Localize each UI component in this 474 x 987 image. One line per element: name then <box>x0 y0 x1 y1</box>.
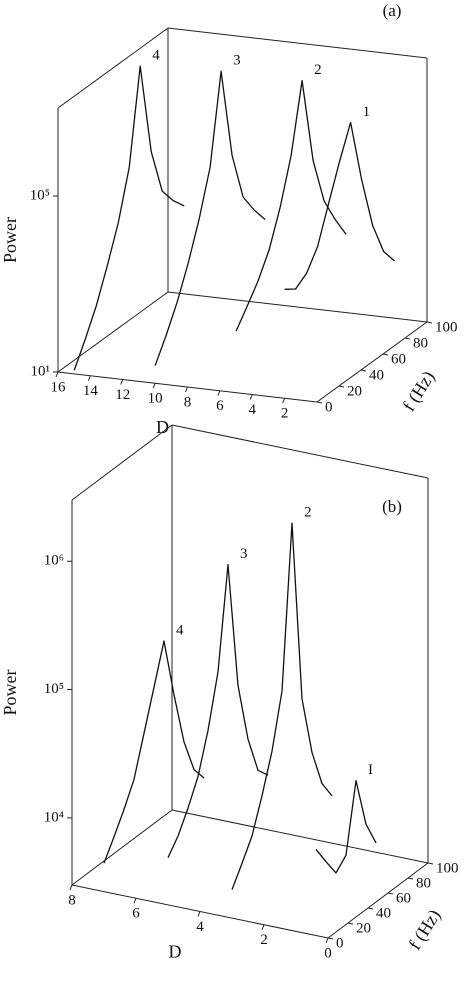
y-tick <box>426 321 433 324</box>
x-tick <box>133 898 137 904</box>
x-tick <box>87 375 91 381</box>
y-tick-label: 20 <box>356 920 371 936</box>
y-tick <box>360 369 367 372</box>
x-tick-label: 4 <box>196 919 204 935</box>
curve-label: 2 <box>304 505 312 521</box>
axis-line <box>171 424 429 479</box>
axis-line <box>71 424 173 501</box>
spectrum-curve <box>235 79 347 332</box>
axis-line <box>327 862 429 939</box>
x-tick <box>120 379 124 385</box>
curve-label: 4 <box>152 48 160 64</box>
x-tick <box>185 386 188 393</box>
spectrum-curve <box>284 121 396 290</box>
curve-label: 4 <box>176 622 184 638</box>
axis-line <box>167 291 428 323</box>
panel-label: (b) <box>382 497 402 516</box>
y-tick <box>387 892 394 895</box>
x-tick-label: 0 <box>324 945 332 961</box>
axis-line <box>316 321 428 403</box>
curve-label: I <box>368 762 373 778</box>
x-tick <box>261 924 265 930</box>
y-axis-title: f (Hz) <box>404 906 445 954</box>
panel-label: (a) <box>383 1 402 20</box>
axis-line <box>167 27 428 59</box>
x-tick-label: 6 <box>132 906 140 922</box>
x-tick-label: 16 <box>51 379 67 395</box>
y-tick <box>338 385 345 388</box>
y-tick-label: 60 <box>391 351 406 367</box>
x-tick <box>69 884 73 891</box>
x-tick <box>152 383 156 389</box>
y-tick-label: 100 <box>436 860 459 876</box>
z-tick-label: 10¹ <box>31 363 51 379</box>
x-tick <box>197 911 201 917</box>
axis-line <box>57 27 169 109</box>
spectrum-curve <box>103 640 205 864</box>
spectrum-curve <box>315 779 377 874</box>
z-tick-label: 10⁶ <box>44 553 64 569</box>
x-axis-title: D <box>156 417 169 437</box>
x-tick <box>282 398 286 404</box>
spectrum-curve <box>154 70 266 366</box>
y-tick <box>347 922 354 925</box>
curve-label: 2 <box>314 62 322 78</box>
x-tick-label: 10 <box>148 391 163 407</box>
y-tick <box>404 337 411 340</box>
x-tick <box>217 390 221 396</box>
z-tick-label: 10⁵ <box>30 187 50 203</box>
y-tick <box>316 401 323 404</box>
spectrum-curve <box>167 563 269 858</box>
y-tick <box>367 907 374 910</box>
curve-label: 3 <box>240 546 248 562</box>
y-tick <box>427 862 434 865</box>
x-tick-label: 8 <box>184 394 192 410</box>
x-tick-label: 2 <box>281 406 289 422</box>
x-tick-label: 12 <box>115 387 130 403</box>
z-tick-label: 10⁵ <box>44 681 64 697</box>
y-tick-label: 40 <box>369 367 384 383</box>
x-tick-label: 8 <box>68 892 76 908</box>
z-tick-label: 10⁴ <box>44 809 64 825</box>
y-tick-label: 20 <box>347 383 362 399</box>
y-tick <box>407 877 414 880</box>
y-tick-label: 80 <box>413 335 428 351</box>
y-tick-label: 60 <box>396 890 411 906</box>
z-axis-title: Power <box>0 217 20 263</box>
y-tick-label: 0 <box>325 399 333 415</box>
curve-label: 3 <box>233 53 241 69</box>
y-tick <box>327 937 334 940</box>
x-tick-label: 2 <box>260 932 268 948</box>
spectrum-curve <box>73 65 185 371</box>
x-tick <box>55 371 59 378</box>
x-tick-label: 6 <box>216 398 224 414</box>
y-tick-label: 0 <box>336 935 344 951</box>
z-axis-title: Power <box>0 670 20 716</box>
axis-line <box>71 809 173 886</box>
curve-label: 1 <box>363 104 371 120</box>
x-tick-label: 14 <box>83 383 99 399</box>
x-tick <box>249 394 253 400</box>
axis-line <box>171 809 429 864</box>
y-tick <box>382 353 389 356</box>
x-tick-label: 4 <box>249 402 257 418</box>
y-tick-label: 80 <box>416 875 431 891</box>
y-tick-label: 100 <box>435 319 458 335</box>
x-tick <box>325 937 329 944</box>
spectrum-curve <box>231 522 333 890</box>
y-tick-label: 40 <box>376 905 391 921</box>
y-axis-title: f (Hz) <box>398 367 439 415</box>
axis-line <box>57 291 169 373</box>
x-axis-title: D <box>169 942 182 962</box>
